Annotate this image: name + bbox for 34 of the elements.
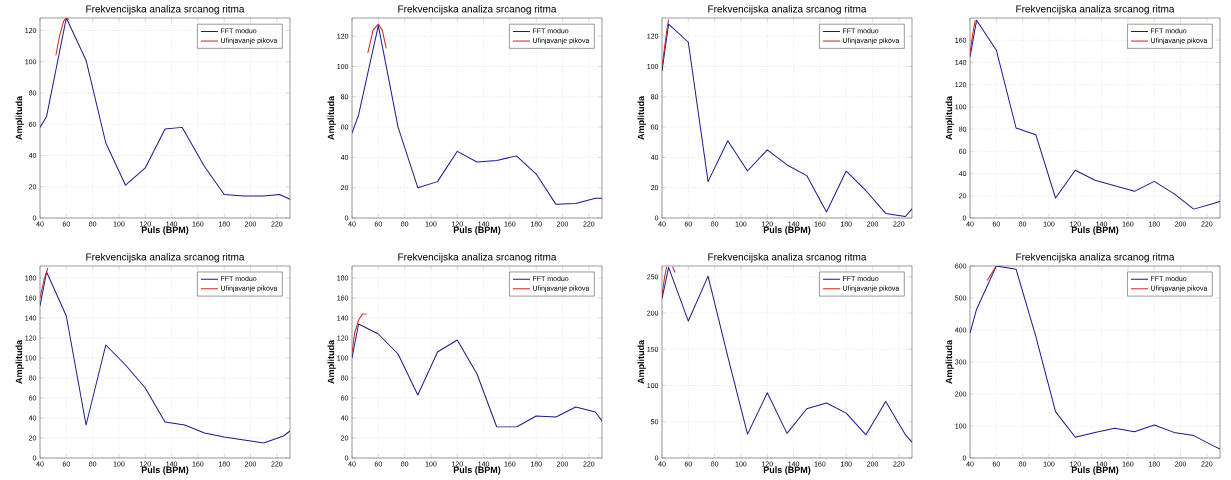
chart-title: Frekvencijska analiza srcanog ritma: [398, 253, 557, 263]
y-axis-title: Amplituda: [15, 95, 24, 140]
y-axis-title: Amplituda: [637, 339, 646, 384]
y-axis-title: Amplituda: [637, 95, 646, 140]
x-axis-title: Puls (BPM): [141, 226, 189, 235]
line-series: [352, 323, 603, 428]
y-axis-title: Amplituda: [945, 339, 954, 384]
chart-title: Frekvencijska analiza srcanog ritma: [708, 5, 867, 15]
line-series: [352, 25, 603, 205]
line-series: [40, 271, 290, 444]
line-series: [352, 313, 367, 354]
x-axis-title: Puls (BPM): [453, 466, 501, 475]
chart-title: Frekvencijska analiza srcanog ritma: [86, 253, 245, 263]
y-axis-title: Amplituda: [327, 339, 336, 384]
line-series: [367, 23, 387, 54]
line-series: [55, 18, 70, 56]
chart-title: Frekvencijska analiza srcanog ritma: [708, 253, 867, 263]
x-axis-title: Puls (BPM): [763, 466, 811, 475]
chart-title: Frekvencijska analiza srcanog ritma: [86, 5, 245, 15]
y-axis-title: Amplituda: [327, 95, 336, 140]
x-axis-title: Puls (BPM): [453, 226, 501, 235]
y-axis-title: Amplituda: [945, 95, 954, 140]
chart-title: Frekvencijska analiza srcanog ritma: [398, 5, 557, 15]
x-axis-title: Puls (BPM): [1071, 466, 1119, 475]
chart-title: Frekvencijska analiza srcanog ritma: [1016, 5, 1175, 15]
x-axis-title: Puls (BPM): [141, 466, 189, 475]
line-series: [970, 19, 1221, 210]
x-axis-title: Puls (BPM): [763, 226, 811, 235]
line-series: [40, 18, 290, 200]
chart-title: Frekvencijska analiza srcanog ritma: [1016, 253, 1175, 263]
line-series: [662, 266, 913, 443]
line-series: [970, 266, 1221, 450]
y-axis-title: Amplituda: [15, 339, 24, 384]
x-axis-title: Puls (BPM): [1071, 226, 1119, 235]
